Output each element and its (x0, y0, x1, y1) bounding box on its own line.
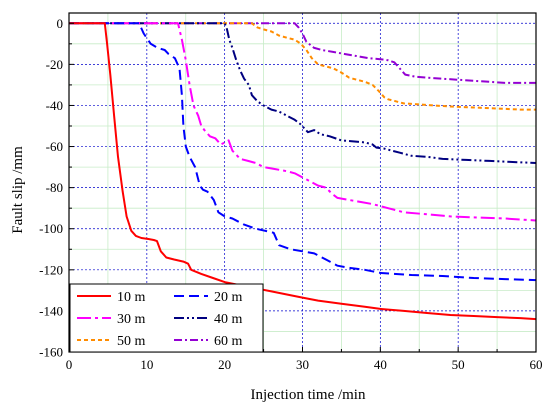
series-line-10m (69, 22, 537, 321)
y-tick-label: -100 (39, 221, 63, 236)
legend-label: 20 m (214, 290, 243, 305)
series-line-40m (69, 22, 537, 164)
x-tick-label: 0 (66, 357, 73, 372)
legend-label: 60 m (214, 334, 243, 349)
y-tick-label: -80 (46, 180, 63, 195)
legend-label: 10 m (117, 290, 146, 305)
legend-label: 40 m (214, 312, 243, 327)
x-tick-label: 50 (452, 357, 465, 372)
y-tick-label: -120 (39, 262, 63, 277)
x-axis-title: Injection time /min (251, 387, 366, 403)
series-line-30m (69, 22, 537, 222)
y-axis-title: Fault slip /mm (10, 146, 26, 234)
series-lines (69, 22, 537, 321)
y-tick-label: -140 (39, 303, 63, 318)
x-tick-label: 40 (374, 357, 387, 372)
legend-label: 50 m (117, 334, 146, 349)
series-line-60m (69, 22, 536, 84)
x-tick-label: 30 (296, 357, 309, 372)
y-tick-label: -40 (46, 98, 63, 113)
y-tick-label: -160 (39, 345, 63, 360)
axis-ticks: 0 10 20 30 40 50 60 0 -20 -40 -60 -80 -100 -120 -140 -1… (39, 16, 542, 372)
y-tick-label: -20 (46, 57, 63, 72)
x-tick-label: 10 (140, 357, 153, 372)
series-line-20m (69, 22, 537, 282)
y-tick-label: -60 (46, 139, 63, 154)
x-tick-label: 20 (218, 357, 231, 372)
x-tick-label: 60 (530, 357, 543, 372)
legend: 10 m 20 m 30 m 40 m 50 m 60 m (69, 283, 264, 353)
series-line-50m (69, 22, 536, 111)
y-tick-label: 0 (57, 16, 64, 31)
legend-label: 30 m (117, 312, 146, 327)
